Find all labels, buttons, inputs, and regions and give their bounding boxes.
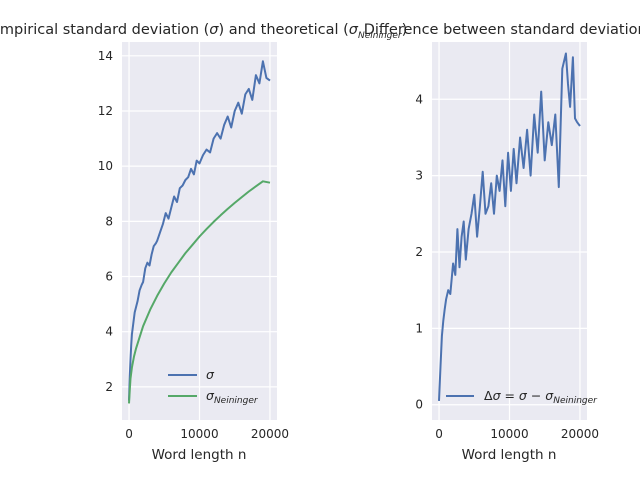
chart-right: 0 1 2 3 4 0 10000 20000 Difference between sta… bbox=[364, 22, 640, 463]
chart-title-right: Difference between standard deviations bbox=[364, 22, 640, 38]
legend-neininger-sub: Neininger bbox=[214, 396, 259, 406]
y-tick-label: 4 bbox=[415, 92, 423, 106]
legend-delta-sigma-2: σ bbox=[519, 388, 528, 403]
legend-delta-eq: = bbox=[501, 388, 519, 403]
y-tick-label: 2 bbox=[415, 245, 423, 259]
x-ticks-right: 0 10000 20000 bbox=[435, 427, 599, 441]
x-ticks-left: 0 10000 20000 bbox=[125, 427, 289, 441]
y-tick-label: 14 bbox=[98, 49, 113, 63]
series-line-delta-sigma bbox=[438, 52, 581, 401]
x-axis-label-right: Word length n bbox=[462, 447, 557, 463]
x-tick-label: 20000 bbox=[561, 427, 599, 441]
chart-title-left: Empirical standard deviation (σ) and the… bbox=[0, 22, 407, 41]
x-tick-label: 10000 bbox=[180, 427, 218, 441]
title-left-subscript: Neininger bbox=[358, 31, 403, 41]
y-tick-label: 0 bbox=[415, 398, 423, 412]
legend-label-sigma: σ bbox=[206, 367, 215, 382]
x-tick-label: 10000 bbox=[490, 427, 528, 441]
series-line-sigma-neininger bbox=[128, 180, 271, 404]
y-ticks-right: 0 1 2 3 4 bbox=[415, 92, 423, 411]
y-tick-label: 3 bbox=[415, 169, 423, 183]
series-lines-left bbox=[128, 60, 271, 404]
legend-delta-sigma-3: σ bbox=[545, 388, 554, 403]
legend-label-delta-sigma: Δσ = σ − σNeininger bbox=[484, 388, 598, 406]
x-tick-label: 20000 bbox=[251, 427, 289, 441]
title-left-part-3: ) bbox=[402, 22, 408, 38]
y-tick-label: 8 bbox=[105, 214, 113, 228]
title-left-part-2: ) and theoretical ( bbox=[219, 22, 349, 38]
legend-neininger-sigma: σ bbox=[206, 388, 215, 403]
chart-left: 2 4 6 8 10 12 14 0 10000 20000 Empirical standar… bbox=[0, 22, 407, 463]
legend-left: σ σNeininger bbox=[168, 367, 259, 406]
legend-label-sigma-neininger: σNeininger bbox=[206, 388, 259, 406]
y-ticks-left: 2 4 6 8 10 12 14 bbox=[98, 49, 113, 394]
y-tick-label: 4 bbox=[105, 325, 113, 339]
title-left-part-1: Empirical standard deviation ( bbox=[0, 22, 209, 38]
y-tick-label: 12 bbox=[98, 104, 113, 118]
grid-left bbox=[122, 42, 277, 420]
title-left-sigma: σ bbox=[209, 22, 219, 38]
legend-delta: Δ bbox=[484, 388, 493, 403]
y-tick-label: 6 bbox=[105, 270, 113, 284]
series-line-sigma bbox=[128, 60, 271, 401]
legend-delta-minus: − bbox=[527, 388, 545, 403]
y-tick-label: 1 bbox=[415, 321, 423, 335]
legend-delta-sigma: σ bbox=[493, 388, 502, 403]
legend-right: Δσ = σ − σNeininger bbox=[446, 388, 598, 406]
title-left-sigma-2: σ bbox=[349, 22, 359, 38]
series-lines-right bbox=[438, 52, 581, 401]
x-tick-label: 0 bbox=[125, 427, 133, 441]
x-tick-label: 0 bbox=[435, 427, 443, 441]
y-tick-label: 10 bbox=[98, 159, 113, 173]
legend-delta-sub: Neininger bbox=[553, 396, 598, 406]
y-tick-label: 2 bbox=[105, 380, 113, 394]
x-axis-label-left: Word length n bbox=[152, 447, 247, 463]
